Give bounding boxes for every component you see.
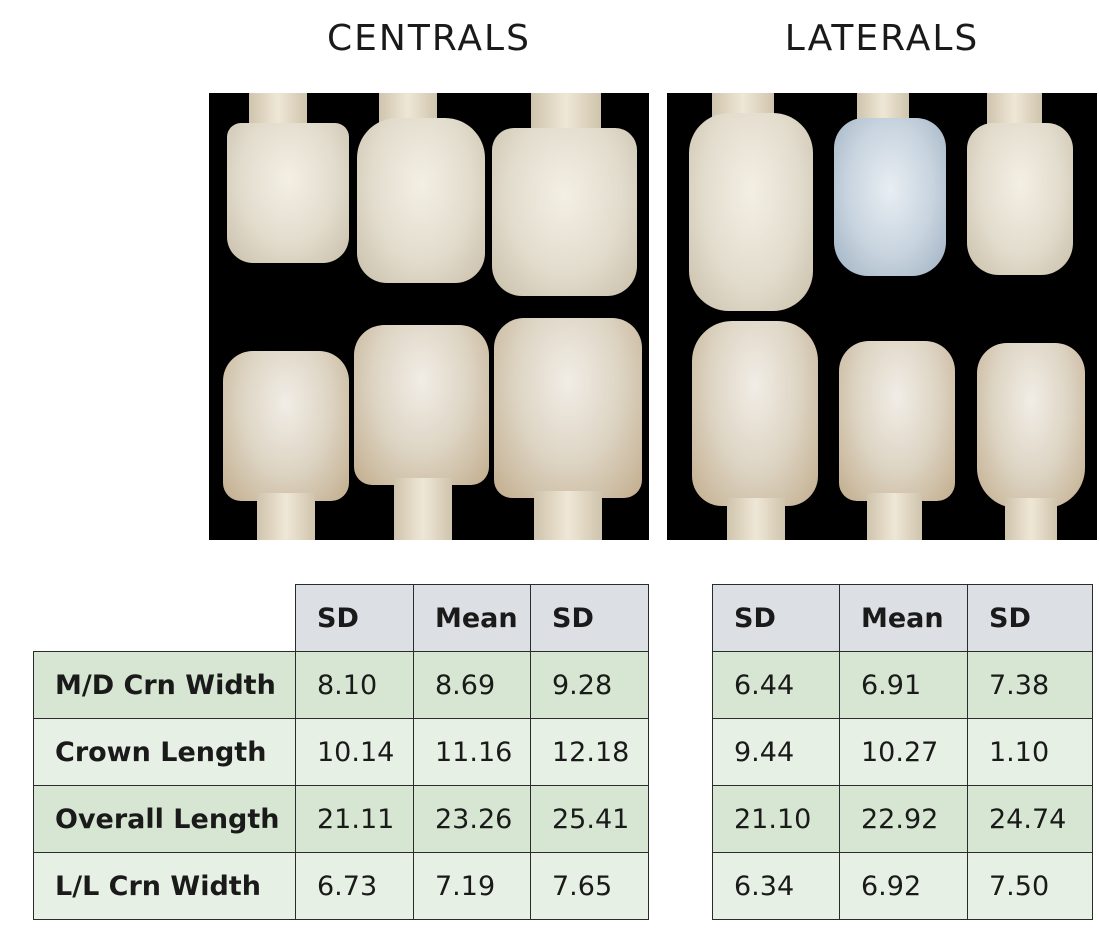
lateral-tooth-labial-3 — [967, 123, 1073, 275]
header-cell: SD — [967, 584, 1093, 652]
value-cell: 6.91 — [839, 651, 968, 719]
header-row: SD Mean SD — [712, 584, 1093, 652]
central-tooth-lingual-1 — [223, 351, 349, 501]
central-tooth-labial-3 — [492, 128, 637, 296]
laterals-measurements-table: SD Mean SD 6.44 6.91 7.38 9.44 10.27 1.1… — [712, 584, 1093, 920]
value-cell: 12.18 — [530, 718, 649, 786]
laterals-title: LATERALS — [784, 18, 980, 59]
value-cell: 6.73 — [295, 852, 414, 920]
laterals-teeth-photo — [667, 93, 1097, 540]
tooth-root — [531, 93, 601, 133]
header-cell: SD — [295, 584, 414, 652]
tooth-root — [1005, 498, 1057, 540]
value-cell: 24.74 — [967, 785, 1093, 853]
value-cell: 8.10 — [295, 651, 414, 719]
value-cell: 6.92 — [839, 852, 968, 920]
value-cell: 9.44 — [712, 718, 840, 786]
tooth-root — [257, 493, 315, 540]
table-row: L/L Crn Width 6.73 7.19 7.65 — [33, 852, 649, 920]
lateral-tooth-lingual-1 — [692, 321, 818, 506]
table-row: Crown Length 10.14 11.16 12.18 — [33, 718, 649, 786]
central-tooth-lingual-2 — [354, 325, 489, 485]
blank-header-cell — [33, 584, 296, 652]
value-cell: 21.10 — [712, 785, 840, 853]
value-cell: 23.26 — [413, 785, 531, 853]
header-cell: SD — [530, 584, 649, 652]
lateral-tooth-labial-1 — [689, 113, 813, 311]
table-row: M/D Crn Width 8.10 8.69 9.28 — [33, 651, 649, 719]
value-cell: 7.19 — [413, 852, 531, 920]
row-label: Crown Length — [33, 718, 296, 786]
value-cell: 25.41 — [530, 785, 649, 853]
value-cell: 11.16 — [413, 718, 531, 786]
centrals-teeth-photo — [209, 93, 649, 540]
value-cell: 7.50 — [967, 852, 1093, 920]
lateral-tooth-lingual-2 — [839, 341, 955, 501]
value-cell: 8.69 — [413, 651, 531, 719]
header-row: SD Mean SD — [33, 584, 649, 652]
value-cell: 22.92 — [839, 785, 968, 853]
value-cell: 21.11 — [295, 785, 414, 853]
header-cell: Mean — [413, 584, 531, 652]
table-row: 9.44 10.27 1.10 — [712, 718, 1093, 786]
row-label: Overall Length — [33, 785, 296, 853]
centrals-title: CENTRALS — [327, 18, 531, 59]
table-row: 6.34 6.92 7.50 — [712, 852, 1093, 920]
value-cell: 7.38 — [967, 651, 1093, 719]
value-cell: 6.34 — [712, 852, 840, 920]
value-cell: 10.14 — [295, 718, 414, 786]
tooth-root — [534, 491, 602, 540]
lateral-tooth-lingual-3 — [977, 343, 1085, 508]
central-tooth-labial-1 — [227, 123, 349, 263]
value-cell: 1.10 — [967, 718, 1093, 786]
value-cell: 9.28 — [530, 651, 649, 719]
header-cell: Mean — [839, 584, 968, 652]
row-label: L/L Crn Width — [33, 852, 296, 920]
table-row: 6.44 6.91 7.38 — [712, 651, 1093, 719]
centrals-measurements-table: SD Mean SD M/D Crn Width 8.10 8.69 9.28 … — [33, 584, 649, 920]
tooth-root — [867, 493, 922, 540]
tooth-root — [727, 498, 785, 540]
central-tooth-lingual-3 — [494, 318, 642, 498]
central-tooth-labial-2 — [357, 118, 485, 283]
value-cell: 6.44 — [712, 651, 840, 719]
row-label: M/D Crn Width — [33, 651, 296, 719]
header-cell: SD — [712, 584, 840, 652]
lateral-tooth-labial-2 — [834, 118, 946, 276]
value-cell: 10.27 — [839, 718, 968, 786]
table-row: 21.10 22.92 24.74 — [712, 785, 1093, 853]
value-cell: 7.65 — [530, 852, 649, 920]
table-row: Overall Length 21.11 23.26 25.41 — [33, 785, 649, 853]
tooth-root — [394, 478, 452, 540]
